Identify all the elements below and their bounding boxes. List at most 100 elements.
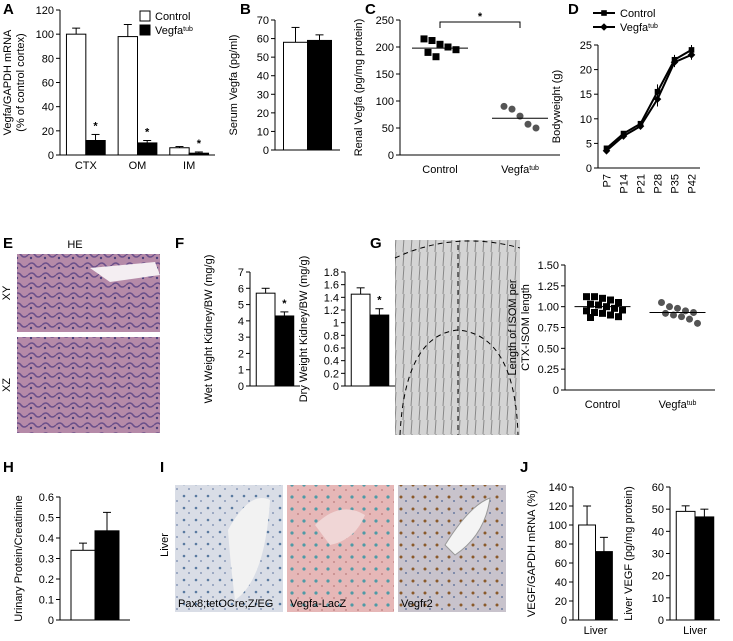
- x-tick-label-part: Vegfa: [501, 164, 530, 176]
- y-tick-label: 0.3: [39, 554, 54, 566]
- significance: *: [478, 11, 483, 23]
- y-tick-label: 0.6: [39, 492, 54, 504]
- y-tick-label: 50: [382, 123, 394, 135]
- marker: [607, 296, 614, 304]
- y-tick-label: 0: [553, 385, 559, 397]
- panel-label: B: [240, 1, 251, 18]
- y-tick-label: 60: [42, 78, 54, 90]
- y-tick-label: 5: [238, 300, 244, 312]
- y-tick-label: 10: [580, 114, 592, 126]
- x-tick-label-part: tub: [529, 165, 539, 172]
- x-tick-label: Vegfatub: [501, 164, 539, 176]
- significance: *: [145, 127, 150, 139]
- y-tick-label: 10: [257, 126, 269, 138]
- y-tick-label: 0: [333, 381, 339, 393]
- marker: [600, 23, 608, 31]
- y-tick-label: 1.4: [324, 292, 339, 304]
- y-tick-label: 0.2: [39, 574, 54, 586]
- series-line: [605, 53, 692, 152]
- y-tick-label: 200: [376, 42, 394, 54]
- bar: [137, 142, 158, 156]
- marker: [674, 304, 681, 312]
- bar: [369, 314, 390, 387]
- y-tick-label: 50: [257, 52, 269, 64]
- bar: [307, 39, 332, 151]
- y-tick-label: 20: [580, 65, 592, 77]
- x-tick-label: P21: [636, 174, 648, 194]
- y-tick-label: 120: [549, 501, 567, 513]
- bar: [283, 41, 308, 151]
- y-tick-label: 1.50: [538, 260, 559, 272]
- panel-label: G: [370, 235, 382, 252]
- bar: [595, 551, 613, 621]
- y-axis-label: Wet Weight Kidney/BW (mg/g): [203, 255, 215, 404]
- marker: [607, 311, 614, 319]
- y-tick-label: 1: [238, 365, 244, 377]
- bar: [675, 510, 696, 621]
- marker: [602, 146, 611, 155]
- y-tick-label: 0.8: [324, 330, 339, 342]
- panel-label: F: [175, 235, 184, 252]
- y-tick-label: 15: [580, 89, 592, 101]
- bar: [65, 33, 87, 156]
- legend-label-part: tub: [648, 23, 658, 30]
- image-caption: Vegfa-LacZ: [290, 598, 347, 610]
- region-outline: [394, 240, 521, 259]
- marker: [420, 35, 428, 43]
- y-tick-label: 1.25: [538, 281, 559, 293]
- bar: [169, 147, 190, 156]
- y-tick-label: 20: [652, 571, 664, 583]
- marker: [653, 95, 662, 103]
- marker: [500, 102, 508, 110]
- y-tick-label: 1.00: [538, 302, 559, 314]
- panel-label: A: [3, 1, 14, 18]
- y-axis-label: Dry Weight Kidney/BW (mg/g): [298, 256, 310, 403]
- legend-swatch: [139, 24, 151, 36]
- y-tick-label: 0.2: [324, 368, 339, 380]
- y-tick-label: 50: [652, 504, 664, 516]
- y-axis-label: CTX-ISOM length: [520, 284, 532, 371]
- y-axis-label: VEGF/GAPDH mRNA (%): [526, 490, 538, 617]
- y-tick-label: 0.5: [39, 513, 54, 525]
- y-tick-label: 5: [586, 138, 592, 150]
- x-tick-label: CTX: [75, 160, 98, 172]
- y-tick-label: 20: [257, 108, 269, 120]
- bar: [117, 36, 138, 156]
- marker: [595, 301, 602, 309]
- y-tick-label: 0: [48, 150, 54, 162]
- significance: *: [197, 138, 202, 150]
- y-tick-label: 80: [42, 53, 54, 65]
- y-tick-label: 30: [652, 549, 664, 561]
- marker: [432, 53, 440, 61]
- marker: [587, 314, 594, 321]
- bar: [255, 292, 276, 387]
- x-tick-label: P35: [670, 174, 682, 194]
- y-tick-label: 0.4: [324, 356, 339, 368]
- x-tick-label: Control: [422, 164, 457, 176]
- y-tick-label: 1: [333, 318, 339, 330]
- marker: [599, 309, 606, 317]
- significance: *: [282, 298, 287, 310]
- y-tick-label: 0.4: [39, 533, 54, 545]
- marker: [583, 307, 590, 315]
- y-axis-label: Serum Vegfa (pg/ml): [228, 35, 240, 136]
- x-tick-label: Vegfatub: [659, 399, 697, 411]
- legend-swatch: [139, 10, 151, 22]
- vessel: [444, 497, 491, 556]
- y-tick-label: 0: [263, 145, 269, 157]
- x-tick-label: Control: [585, 399, 620, 411]
- image-caption: Pax8;tetOCre;Z/EG: [178, 598, 273, 610]
- y-tick-label: 0.50: [538, 343, 559, 355]
- image-row-label: XZ: [1, 378, 13, 392]
- y-tick-label: 60: [257, 34, 269, 46]
- y-tick-label: 0: [658, 615, 664, 627]
- marker: [508, 105, 516, 113]
- y-tick-label: 0: [586, 163, 592, 175]
- marker: [658, 299, 665, 306]
- marker: [694, 319, 701, 327]
- legend-label: Control: [155, 11, 190, 23]
- y-tick-label: 40: [652, 526, 664, 538]
- marker: [599, 294, 606, 302]
- significance: *: [93, 120, 98, 132]
